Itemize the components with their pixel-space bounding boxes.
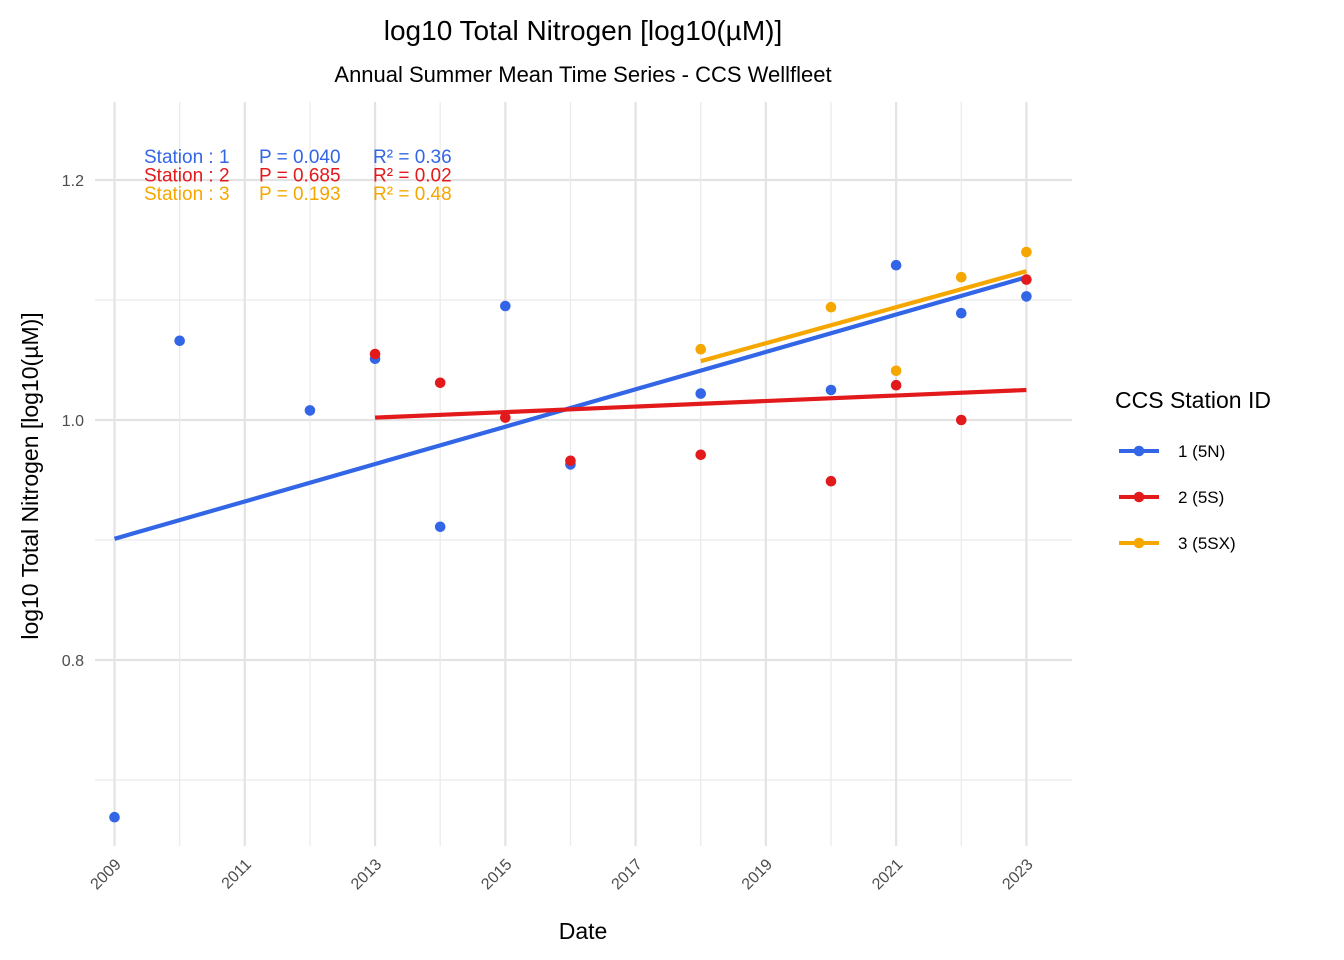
data-point [304, 405, 316, 416]
y-tick-label: 1.0 [62, 413, 84, 430]
data-point [434, 521, 446, 533]
data-points [109, 246, 1032, 823]
x-tick-label: 2023 [999, 856, 1036, 893]
data-point [695, 449, 707, 461]
annotation-p-value: P = 0.193 [259, 184, 341, 205]
data-point [695, 388, 707, 399]
gridlines [95, 102, 1072, 846]
x-tick-label: 2019 [739, 856, 776, 893]
chart-title: log10 Total Nitrogen [log10(µM)] [384, 15, 783, 46]
data-point [955, 271, 967, 283]
data-point [500, 412, 511, 423]
data-point [1021, 274, 1032, 285]
legend-label: 3 (5SX) [1178, 534, 1236, 553]
data-point [955, 414, 967, 426]
data-point [890, 259, 902, 271]
trend-line [374, 387, 1027, 420]
data-point [1021, 291, 1032, 302]
data-point [955, 307, 967, 319]
y-axis-title: log10 Total Nitrogen [log10(µM)] [17, 312, 43, 639]
data-point [369, 348, 381, 360]
trend-line [700, 269, 1027, 364]
data-point [1021, 246, 1032, 258]
x-axis-ticks: 2009 2011 2013 2015 2017 2019 2021 2023 [88, 856, 1037, 893]
x-tick-label: 2017 [609, 856, 646, 893]
data-point [695, 343, 707, 355]
annotation-p-value: P = 0.040 [259, 147, 341, 168]
x-tick-label: 2013 [348, 856, 385, 893]
legend: CCS Station ID 1 (5N) 2 (5S) 3 (5SX) [1115, 387, 1271, 553]
y-tick-label: 0.8 [62, 653, 84, 670]
data-point [890, 379, 902, 391]
annotation-r-squared: R² = 0.02 [373, 166, 452, 187]
data-point [434, 377, 446, 389]
x-axis-title: Date [559, 918, 608, 944]
data-point [500, 300, 511, 312]
legend-key-point [1133, 445, 1145, 457]
legend-label: 1 (5N) [1178, 442, 1225, 461]
annotation-station: Station : 1 [144, 147, 230, 168]
stats-annotations: Station : 1 P = 0.040 R² = 0.36 Station : 2… [144, 147, 452, 205]
x-tick-label: 2021 [869, 856, 906, 893]
legend-key-point [1133, 491, 1145, 503]
annotation-p-value: P = 0.685 [259, 166, 341, 187]
legend-title: CCS Station ID [1115, 387, 1271, 413]
x-tick-label: 2015 [478, 856, 515, 893]
data-point [890, 365, 902, 377]
chart-subtitle: Annual Summer Mean Time Series - CCS Wel… [334, 62, 831, 87]
trend-lines [113, 269, 1027, 541]
data-point [109, 811, 120, 823]
data-point [825, 301, 837, 313]
annotation-station: Station : 3 [144, 184, 230, 205]
data-point [825, 475, 837, 487]
annotation-r-squared: R² = 0.36 [373, 147, 452, 168]
data-point [174, 335, 185, 347]
data-point [825, 384, 837, 396]
x-tick-label: 2009 [88, 856, 125, 893]
data-point [565, 455, 576, 467]
y-axis-ticks: 0.8 1.0 1.2 [62, 173, 84, 670]
y-tick-label: 1.2 [62, 173, 84, 190]
x-tick-label: 2011 [219, 856, 255, 892]
legend-label: 2 (5S) [1178, 488, 1224, 507]
annotation-r-squared: R² = 0.48 [373, 184, 452, 205]
annotation-station: Station : 2 [144, 166, 230, 187]
legend-key-point [1133, 537, 1145, 549]
